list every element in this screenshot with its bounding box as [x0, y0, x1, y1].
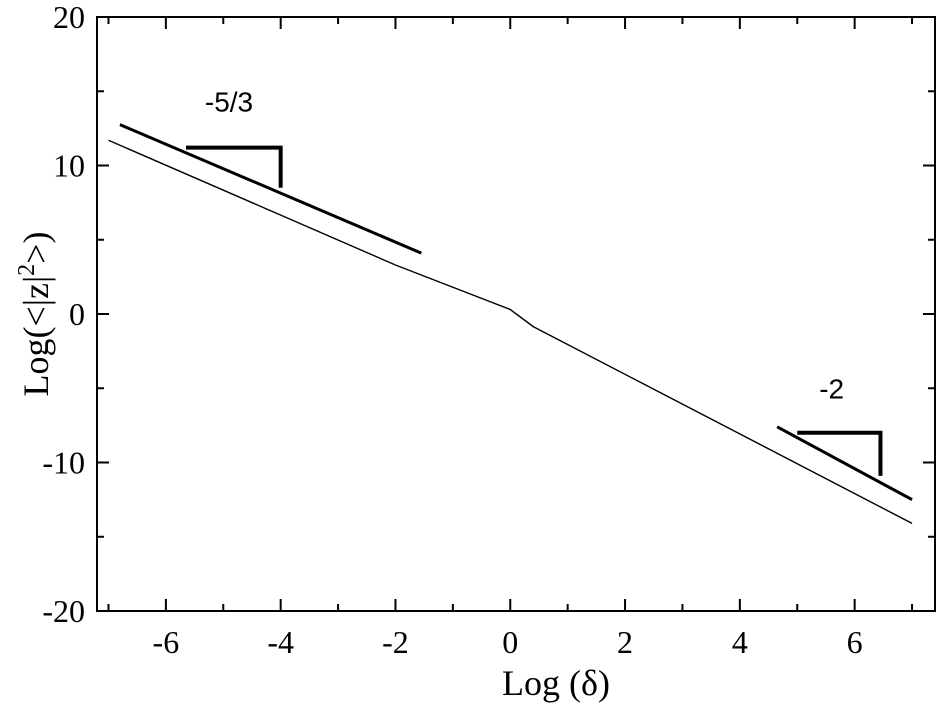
y-tick-label: -20 [42, 593, 85, 629]
x-ticks: -6 -4 -2 0 2 4 6 [107, 17, 914, 660]
y-axis-title: Log(<|z|2>) [14, 232, 56, 397]
y-tick-label: 0 [69, 296, 85, 332]
y-ticks: -20 -10 0 10 20 [42, 0, 935, 629]
y-tick-label: -10 [42, 445, 85, 481]
x-tick-label: -2 [382, 624, 409, 660]
y-axis-title-suffix: >) [16, 232, 56, 264]
x-tick-label: 2 [617, 624, 633, 660]
slope-label-0: -5/3 [205, 87, 253, 118]
x-axis-title: Log (δ) [502, 663, 610, 703]
x-tick-label: -6 [153, 624, 180, 660]
slope-bracket-0 [185, 145, 283, 188]
y-axis-title-prefix: Log(<|z| [16, 276, 56, 397]
annotation-layer: -5/3 -2 [185, 87, 883, 476]
x-tick-label: 0 [502, 624, 518, 660]
x-tick-label: 4 [732, 624, 748, 660]
slope-label-1: -2 [819, 373, 844, 404]
slope-bracket-1 [797, 430, 883, 476]
y-tick-label: 10 [53, 148, 85, 184]
series-layer [108, 123, 913, 525]
y-tick-label: 20 [53, 0, 85, 35]
x-tick-label: 6 [847, 624, 863, 660]
data-line [108, 139, 913, 525]
slope-guide-line-2 [776, 425, 913, 501]
slope-guide-line-1 [119, 123, 422, 255]
x-tick-label: -4 [267, 624, 294, 660]
y-axis-title-sup: 2 [14, 264, 40, 276]
